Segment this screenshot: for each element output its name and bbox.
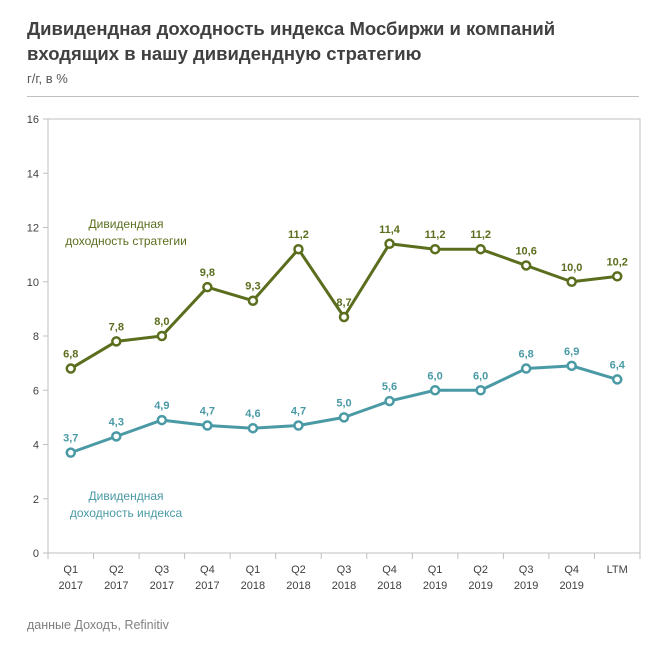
x-tick-year-label: 2017: [195, 580, 219, 592]
data-label: 6,9: [564, 346, 579, 358]
series-name-index: Дивидендная: [88, 489, 163, 503]
data-point: [293, 420, 304, 431]
data-label: 7,8: [109, 321, 124, 333]
data-point: [156, 414, 168, 426]
data-point: [475, 385, 486, 396]
y-tick-label: 6: [33, 385, 39, 397]
data-label: 6,0: [473, 370, 488, 382]
data-point: [65, 363, 77, 374]
x-tick-year-label: 2017: [150, 580, 174, 592]
y-tick-label: 4: [33, 440, 39, 452]
x-tick-label: Q4: [564, 564, 579, 576]
chart-subtitle: г/г, в %: [27, 71, 68, 86]
data-point: [611, 374, 623, 385]
data-point: [611, 271, 623, 282]
series-name-index-line2: доходность индекса: [70, 506, 183, 520]
chart-title-line1: Дивидендная доходность индекса Мосбиржи …: [27, 18, 556, 39]
x-tick-label: Q4: [382, 564, 397, 576]
y-tick-label: 0: [33, 548, 39, 560]
x-tick-year-label: 2018: [286, 580, 310, 592]
x-tick-year-label: 2019: [559, 580, 583, 592]
data-point: [293, 243, 304, 255]
y-tick-label: 12: [27, 223, 39, 235]
data-point: [156, 330, 168, 342]
plot-area: [47, 118, 641, 554]
series-name-strategy-line2: доходность стратегии: [65, 234, 187, 248]
y-tick-label: 8: [33, 331, 39, 343]
x-tick-year-label: 2018: [241, 580, 265, 592]
x-tick-year-label: 2018: [332, 580, 356, 592]
data-label: 10,6: [515, 245, 536, 257]
data-label: 9,8: [200, 267, 215, 279]
data-point: [247, 295, 259, 306]
x-tick-label: Q2: [473, 564, 488, 576]
x-tick-label: Q1: [428, 564, 443, 576]
data-label: 10,0: [561, 262, 582, 274]
chart-title: Дивидендная доходность индекса Мосбиржи …: [27, 16, 647, 66]
data-label: 6,8: [519, 349, 534, 361]
data-point: [202, 420, 213, 431]
x-tick-label: Q2: [109, 564, 124, 576]
data-label: 4,6: [245, 408, 260, 420]
data-label: 6,0: [427, 370, 442, 382]
data-point: [475, 243, 486, 255]
data-label: 11,4: [379, 224, 401, 236]
data-point: [111, 336, 122, 347]
x-tick-year-label: 2019: [423, 580, 447, 592]
x-tick-year-label: 2019: [468, 580, 492, 592]
data-label: 10,2: [607, 256, 628, 268]
data-label: 6,4: [610, 359, 626, 371]
data-point: [429, 385, 441, 396]
data-point: [202, 281, 213, 293]
x-tick-year-label: 2018: [377, 580, 401, 592]
chart-title-line2: входящих в нашу дивидендную стратегию: [27, 43, 422, 64]
y-tick-label: 16: [27, 114, 39, 126]
series-name-strategy: Дивидендная: [88, 217, 163, 231]
data-label: 11,2: [288, 229, 309, 241]
data-label: 11,2: [470, 229, 491, 241]
x-tick-label: Q1: [246, 564, 261, 576]
x-tick-year-label: 2019: [514, 580, 538, 592]
data-label: 9,3: [245, 281, 260, 293]
data-point: [65, 447, 77, 458]
data-label: 5,6: [382, 381, 397, 393]
data-point: [566, 360, 577, 372]
data-point: [566, 276, 577, 287]
data-label: 4,7: [200, 406, 215, 418]
data-point: [338, 311, 350, 323]
data-label: 8,0: [154, 316, 169, 328]
y-tick-label: 10: [27, 277, 39, 289]
data-point: [429, 243, 441, 255]
data-point: [247, 422, 259, 434]
x-tick-label: Q2: [291, 564, 306, 576]
data-source: данные Доходъ, Refinitiv: [27, 618, 169, 632]
data-label: 6,8: [63, 349, 78, 361]
x-tick-label: Q3: [337, 564, 352, 576]
x-tick-year-label: 2017: [59, 580, 83, 592]
data-label: 3,7: [63, 433, 78, 445]
y-tick-label: 14: [27, 168, 39, 180]
data-label: 5,0: [336, 397, 351, 409]
data-label: 8,7: [336, 297, 351, 309]
x-tick-label: Q3: [155, 564, 170, 576]
data-label: 4,3: [109, 416, 124, 428]
title-divider: [27, 96, 639, 97]
x-tick-label: Q4: [200, 564, 215, 576]
x-tick-label: Q1: [63, 564, 78, 576]
data-point: [384, 395, 395, 407]
data-label: 11,2: [425, 229, 446, 241]
data-point: [338, 412, 350, 423]
x-tick-label: Q3: [519, 564, 534, 576]
data-point: [520, 260, 532, 271]
data-point: [520, 363, 532, 374]
data-label: 4,9: [154, 400, 169, 412]
x-tick-label: LTM: [607, 564, 628, 576]
data-label: 4,7: [291, 406, 306, 418]
x-tick-year-label: 2017: [104, 580, 128, 592]
data-point: [384, 238, 395, 250]
data-point: [111, 431, 122, 442]
y-tick-label: 2: [33, 494, 39, 506]
